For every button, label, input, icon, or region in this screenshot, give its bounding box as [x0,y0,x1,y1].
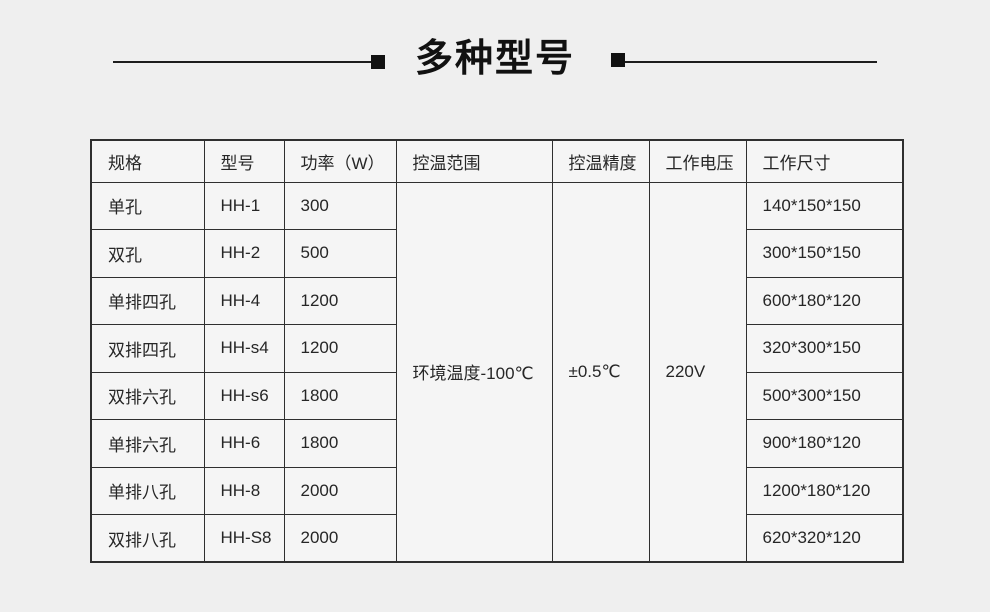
cell-power: 500 [283,229,397,278]
header-power: 功率（W） [283,139,397,183]
cell-size: 600*180*120 [745,276,904,325]
cell-model: HH-8 [203,466,285,515]
header-size: 工作尺寸 [745,139,904,183]
cell-power: 1200 [283,276,397,325]
cell-size: 140*150*150 [745,181,904,230]
cell-model: HH-6 [203,419,285,468]
cell-spec: 双孔 [90,229,205,278]
cell-model: HH-4 [203,276,285,325]
cell-model: HH-2 [203,229,285,278]
cell-spec: 双排八孔 [90,514,205,563]
cell-temp-range: 环境温度-100℃ [395,181,553,563]
title-left-line [113,61,371,63]
table-row: 双排八孔 HH-S8 2000 620*320*120 [90,514,904,563]
header-temp-range: 控温范围 [395,139,553,183]
page-title: 多种型号 [414,38,575,80]
header-voltage: 工作电压 [648,139,747,183]
title-right-square-icon [611,53,625,67]
cell-power: 2000 [283,466,397,515]
table-row: 双孔 HH-2 500 300*150*150 [90,229,904,278]
cell-power: 1800 [283,371,397,420]
header-precision: 控温精度 [551,139,650,183]
cell-size: 500*300*150 [745,371,904,420]
table-row: 双排六孔 HH-s6 1800 500*300*150 [90,371,904,420]
table-row: 单孔 HH-1 300 环境温度-100℃ ±0.5℃ 220V 140*150*150 [90,181,904,563]
spec-table-body: 单孔 HH-1 300 环境温度-100℃ ±0.5℃ 220V 140*150*150 双孔… [90,181,904,563]
cell-model: HH-s4 [203,324,285,373]
table-row: 双排四孔 HH-s4 1200 320*300*150 [90,324,904,373]
cell-spec: 双排六孔 [90,371,205,420]
cell-size: 1200*180*120 [745,466,904,515]
cell-power: 2000 [283,514,397,563]
cell-power: 1200 [283,324,397,373]
cell-spec: 单排六孔 [90,419,205,468]
cell-model: HH-S8 [203,514,285,563]
cell-model: HH-1 [203,181,285,230]
header-row: 规格 型号 功率（W） 控温范围 控温精度 工作电压 工作尺寸 [90,139,904,183]
table-row: 单排八孔 HH-8 2000 1200*180*120 [90,466,904,515]
title-left-square-icon [371,55,385,69]
cell-size: 620*320*120 [745,514,904,563]
cell-spec: 单孔 [90,181,205,230]
cell-spec: 单排八孔 [90,466,205,515]
spec-table: 规格 型号 功率（W） 控温范围 控温精度 工作电压 工作尺寸 单孔 HH-1 30… [90,139,904,563]
table-row: 单排六孔 HH-6 1800 900*180*120 [90,419,904,468]
cell-precision: ±0.5℃ [551,181,650,563]
cell-power: 300 [283,181,397,230]
header-spec: 规格 [90,139,205,183]
header-model: 型号 [203,139,285,183]
cell-voltage: 220V [648,181,747,563]
cell-size: 300*150*150 [745,229,904,278]
title-right-line [625,61,877,63]
cell-power: 1800 [283,419,397,468]
cell-size: 320*300*150 [745,324,904,373]
cell-spec: 双排四孔 [90,324,205,373]
cell-spec: 单排四孔 [90,276,205,325]
cell-size: 900*180*120 [745,419,904,468]
cell-model: HH-s6 [203,371,285,420]
